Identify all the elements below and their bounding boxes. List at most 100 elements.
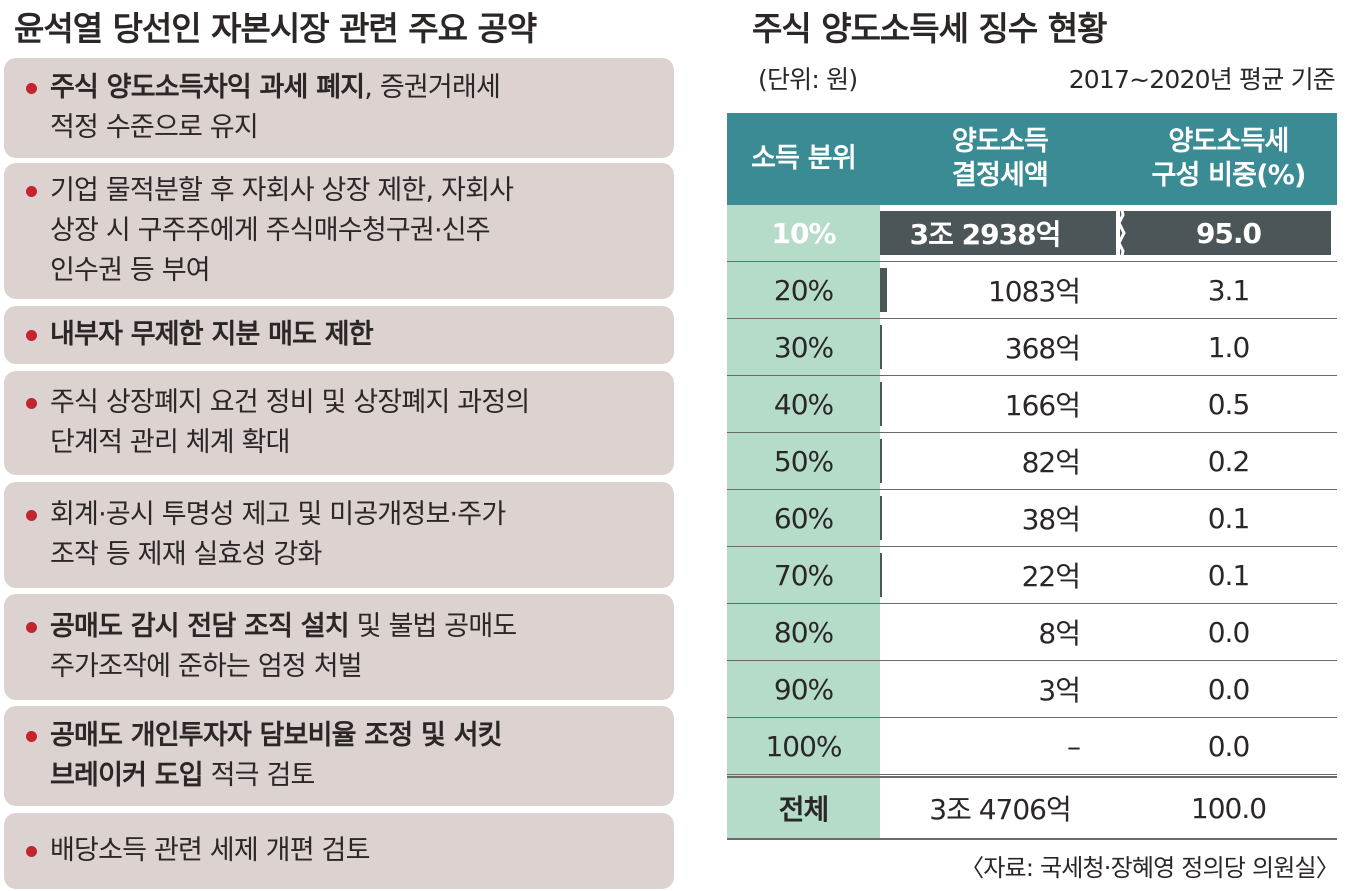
pledge-text: 및 불법 공매도 (348, 611, 518, 642)
amount-value: 166억 (1004, 389, 1081, 422)
bullet-icon (26, 731, 37, 742)
pledge-text: 회계·공시 투명성 제고 및 미공개정보·주가 (50, 499, 506, 530)
quantile-label: 50% (773, 444, 834, 478)
quantile-label: 20% (773, 273, 834, 307)
pledge-text: 배당소득 관련 세제 개편 검토 (50, 835, 370, 866)
pledge-text: 주가조작에 준하는 엄정 처벌 (50, 651, 363, 682)
pledge-line: 조작 등 제재 실효성 강화 (50, 535, 658, 575)
bullet-icon (26, 186, 37, 197)
pledge-line: 주식 양도소득차익 과세 폐지, 증권거래세 (50, 68, 658, 108)
quantile-label: 90% (773, 672, 834, 706)
amount-value: 38억 (1021, 503, 1081, 536)
share-bar (1120, 211, 1331, 255)
bullet-icon (26, 846, 37, 857)
source-label: 〈자료: 국세청·장혜영 정의당 의원실〉 (960, 854, 1340, 882)
tax-table: 소득 분위 양도소득 결정세액 양도소득세 구성 비중(%) 10% 3조 293… (727, 113, 1337, 840)
table-row: 60% 38억 0.1 (727, 490, 1337, 547)
pledge-text: 단계적 관리 체계 확대 (50, 427, 291, 458)
pledge-line: 내부자 무제한 지분 매도 제한 (50, 315, 658, 355)
pledge-text: 적극 검토 (202, 760, 316, 791)
pledge-emphasis: 브레이커 도입 (50, 760, 204, 791)
pledge-text: , 증권거래세 (364, 72, 501, 103)
amount-value: 3조 2938억 (909, 218, 1062, 251)
pledge-text: 조작 등 제재 실효성 강화 (50, 539, 322, 570)
share-value: 0.0 (1207, 729, 1251, 763)
amount-value: 8억 (1038, 617, 1081, 650)
amount-value: 368억 (1004, 332, 1081, 365)
total-quantile: 전체 (778, 793, 830, 826)
bullet-icon (26, 330, 37, 341)
amount-bar (880, 496, 882, 540)
table-row: 10% 3조 2938억 95.0 (727, 205, 1337, 262)
pledge-line: 회계·공시 투명성 제고 및 미공개정보·주가 (50, 495, 658, 535)
pledge-line: 단계적 관리 체계 확대 (50, 423, 658, 463)
table-row: 100% – 0.0 (727, 718, 1337, 775)
amount-bar (880, 325, 883, 369)
total-share: 100.0 (1190, 791, 1267, 825)
table-row: 30% 368억 1.0 (727, 319, 1337, 376)
share-value: 0.0 (1207, 615, 1251, 649)
pledge-emphasis: 공매도 개인투자자 담보비율 조정 및 서킷 (50, 720, 502, 751)
amount-value: 3억 (1038, 674, 1081, 707)
header-amount: 양도소득 결정세액 (951, 126, 1049, 191)
total-amount: 3조 4706억 (929, 793, 1072, 826)
pledge-emphasis: 공매도 감시 전담 조직 설치 (50, 611, 350, 642)
pledge-item: 배당소득 관련 세제 개편 검토 (4, 813, 674, 889)
pledge-line: 인수권 등 부여 (50, 251, 658, 291)
pledge-line: 상장 시 구주주에게 주식매수청구권·신주 (50, 211, 658, 251)
quantile-label: 70% (773, 558, 834, 592)
pledge-line: 적정 수준으로 유지 (50, 108, 658, 148)
pledge-line: 주가조작에 준하는 엄정 처벌 (50, 647, 658, 687)
tax-table-title: 주식 양도소득세 징수 현황 (752, 9, 1107, 48)
pledges-title: 윤석열 당선인 자본시장 관련 주요 공약 (14, 9, 537, 48)
table-row: 90% 3억 0.0 (727, 661, 1337, 718)
bullet-icon (26, 510, 37, 521)
table-header: 소득 분위 양도소득 결정세액 양도소득세 구성 비중(%) (727, 113, 1337, 205)
quantile-label: 40% (773, 387, 834, 421)
table-row: 40% 166억 0.5 (727, 376, 1337, 433)
bullet-icon (26, 83, 37, 94)
pledge-text: 상장 시 구주주에게 주식매수청구권·신주 (50, 215, 491, 246)
table-row: 70% 22억 0.1 (727, 547, 1337, 604)
share-value: 0.0 (1207, 672, 1251, 706)
total-row: 전체 3조 4706억 100.0 (727, 776, 1337, 840)
amount-bar (880, 439, 882, 483)
share-value: 0.5 (1207, 387, 1251, 421)
pledge-line: 공매도 감시 전담 조직 설치 및 불법 공매도 (50, 607, 658, 647)
amount-value: – (1067, 729, 1081, 763)
quantile-label: 100% (765, 729, 842, 763)
pledge-line: 주식 상장폐지 요건 정비 및 상장폐지 과정의 (50, 383, 658, 423)
axis-break-icon (1117, 205, 1126, 261)
bullet-icon (26, 398, 37, 409)
header-share: 양도소득세 구성 비중(%) (1151, 126, 1306, 191)
pledge-text: 적정 수준으로 유지 (50, 112, 259, 143)
quantile-label: 30% (773, 330, 834, 364)
pledge-item: 내부자 무제한 지분 매도 제한 (4, 306, 674, 364)
amount-value: 22억 (1021, 560, 1081, 593)
share-value: 0.1 (1207, 501, 1251, 535)
quantile-column-background (727, 205, 880, 840)
unit-label: (단위: 원) (758, 65, 858, 94)
pledge-emphasis: 내부자 무제한 지분 매도 제한 (50, 319, 374, 350)
basis-label: 2017~2020년 평균 기준 (1068, 65, 1336, 94)
share-value: 3.1 (1207, 273, 1251, 307)
amount-bar (880, 211, 1116, 255)
share-value: 1.0 (1207, 330, 1251, 364)
quantile-label: 80% (773, 615, 834, 649)
quantile-label: 60% (773, 501, 834, 535)
pledge-line: 기업 물적분할 후 자회사 상장 제한, 자회사 (50, 171, 658, 211)
share-value: 95.0 (1195, 216, 1262, 250)
amount-value: 1083억 (987, 275, 1081, 308)
table-row: 20% 1083억 3.1 (727, 262, 1337, 319)
pledge-text: 인수권 등 부여 (50, 255, 211, 286)
pledge-line: 공매도 개인투자자 담보비율 조정 및 서킷 (50, 716, 658, 756)
share-value: 0.1 (1207, 558, 1251, 592)
table-row: 50% 82억 0.2 (727, 433, 1337, 490)
pledge-text: 주식 상장폐지 요건 정비 및 상장폐지 과정의 (50, 387, 530, 418)
